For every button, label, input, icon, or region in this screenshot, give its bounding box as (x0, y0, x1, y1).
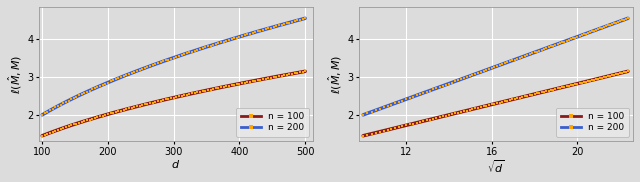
X-axis label: $d$: $d$ (172, 158, 180, 170)
X-axis label: $\sqrt{d}$: $\sqrt{d}$ (487, 158, 505, 175)
Y-axis label: $\ell(\hat{M},M)$: $\ell(\hat{M},M)$ (7, 54, 24, 94)
Y-axis label: $\ell(\hat{M},M)$: $\ell(\hat{M},M)$ (327, 54, 344, 94)
Legend: n = 100, n = 200: n = 100, n = 200 (236, 108, 308, 137)
Legend: n = 100, n = 200: n = 100, n = 200 (556, 108, 628, 137)
